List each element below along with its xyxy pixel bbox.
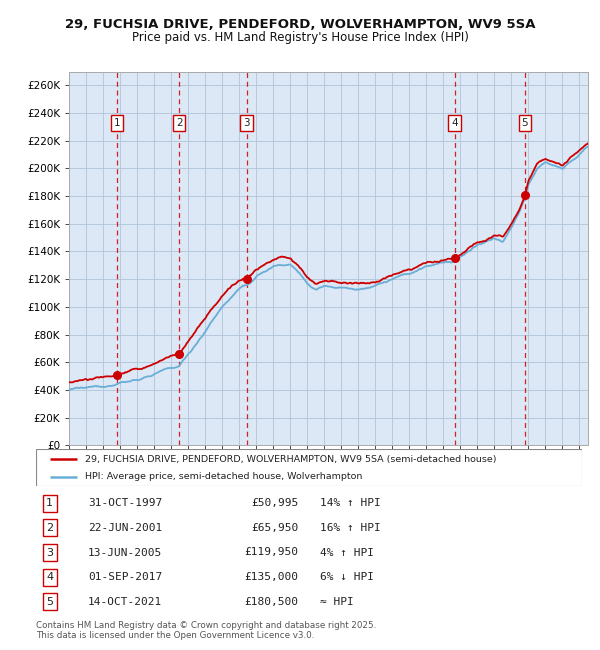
Text: This data is licensed under the Open Government Licence v3.0.: This data is licensed under the Open Gov… xyxy=(36,631,314,640)
Text: £119,950: £119,950 xyxy=(244,547,298,558)
Text: 4: 4 xyxy=(46,572,53,582)
Text: 5: 5 xyxy=(46,597,53,607)
Text: 6% ↓ HPI: 6% ↓ HPI xyxy=(320,572,374,582)
Text: 16% ↑ HPI: 16% ↑ HPI xyxy=(320,523,380,533)
Text: 14-OCT-2021: 14-OCT-2021 xyxy=(88,597,162,607)
Text: 3: 3 xyxy=(46,547,53,558)
Text: £135,000: £135,000 xyxy=(244,572,298,582)
Text: 14% ↑ HPI: 14% ↑ HPI xyxy=(320,498,380,508)
Text: £65,950: £65,950 xyxy=(251,523,298,533)
Text: 13-JUN-2005: 13-JUN-2005 xyxy=(88,547,162,558)
Text: Price paid vs. HM Land Registry's House Price Index (HPI): Price paid vs. HM Land Registry's House … xyxy=(131,31,469,44)
Text: 1: 1 xyxy=(46,498,53,508)
Text: 01-SEP-2017: 01-SEP-2017 xyxy=(88,572,162,582)
Text: 22-JUN-2001: 22-JUN-2001 xyxy=(88,523,162,533)
Text: 31-OCT-1997: 31-OCT-1997 xyxy=(88,498,162,508)
Text: 2: 2 xyxy=(46,523,53,533)
Text: Contains HM Land Registry data © Crown copyright and database right 2025.: Contains HM Land Registry data © Crown c… xyxy=(36,621,376,630)
Text: HPI: Average price, semi-detached house, Wolverhampton: HPI: Average price, semi-detached house,… xyxy=(85,473,362,481)
Text: ≈ HPI: ≈ HPI xyxy=(320,597,353,607)
Text: 5: 5 xyxy=(521,118,528,127)
FancyBboxPatch shape xyxy=(36,448,582,486)
Text: £180,500: £180,500 xyxy=(244,597,298,607)
Text: 1: 1 xyxy=(114,118,121,127)
Text: 29, FUCHSIA DRIVE, PENDEFORD, WOLVERHAMPTON, WV9 5SA: 29, FUCHSIA DRIVE, PENDEFORD, WOLVERHAMP… xyxy=(65,18,535,31)
Text: 29, FUCHSIA DRIVE, PENDEFORD, WOLVERHAMPTON, WV9 5SA (semi-detached house): 29, FUCHSIA DRIVE, PENDEFORD, WOLVERHAMP… xyxy=(85,454,497,463)
Text: 3: 3 xyxy=(244,118,250,127)
Text: 4% ↑ HPI: 4% ↑ HPI xyxy=(320,547,374,558)
Text: 2: 2 xyxy=(176,118,182,127)
Text: 4: 4 xyxy=(451,118,458,127)
Text: £50,995: £50,995 xyxy=(251,498,298,508)
